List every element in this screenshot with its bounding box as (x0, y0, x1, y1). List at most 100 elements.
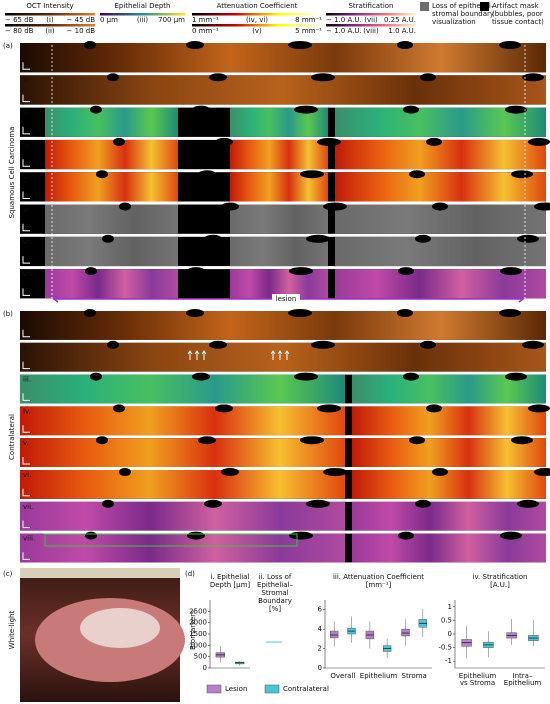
arrow-icon (194, 350, 200, 360)
oct-strip (45, 139, 178, 170)
y-tick-label: 2 (318, 645, 322, 653)
scale-bar (22, 488, 30, 497)
legend-label: Lesion (225, 685, 247, 693)
x-tick-label: Intra– (513, 672, 533, 680)
artifact (311, 340, 335, 349)
colorbar (326, 24, 416, 27)
strip-label: ii. (23, 76, 29, 84)
scale-bar (22, 256, 30, 264)
artifact (534, 202, 550, 211)
mask-swatch (480, 2, 489, 11)
colorbar (100, 13, 185, 16)
panel-label: (b) (3, 310, 13, 318)
artifact (186, 309, 204, 317)
artifact (300, 170, 324, 179)
legend-swatch (206, 684, 222, 694)
chart-title: iii. Attenuation Coefficient (333, 573, 424, 581)
scale-bar (22, 393, 30, 401)
roi (44, 533, 298, 547)
artifact (102, 234, 114, 243)
artifact (420, 340, 436, 349)
artifact (522, 73, 544, 82)
colorbar (192, 24, 322, 27)
arrow-icon (270, 350, 276, 360)
artifact (96, 170, 108, 179)
legend-label: Contralateral (283, 685, 329, 693)
colorbar (5, 13, 95, 16)
scale-bar (22, 159, 30, 167)
oct-strip (45, 172, 178, 202)
legend-swatch (264, 684, 280, 694)
artifact (96, 436, 108, 445)
photo-title: White-light (8, 611, 16, 650)
box (401, 628, 410, 637)
oct-strip (230, 139, 328, 170)
oct-strip (20, 75, 546, 105)
legend-channel: (iii) (137, 16, 149, 24)
strip-label: v. (23, 439, 29, 447)
oct-strip (45, 204, 178, 234)
chart-title: Stromal (261, 589, 288, 597)
artifact (306, 234, 330, 243)
legend-title: OCT Intensity (26, 2, 73, 10)
x-tick-label: Overall (330, 672, 355, 680)
oct-strip (20, 470, 345, 499)
artifact (323, 202, 347, 211)
scale-bar (22, 425, 30, 433)
artifact (107, 73, 119, 82)
legend-min: − 65 dB (5, 16, 34, 24)
y-tick-label: 0 (448, 630, 452, 638)
artifact (409, 170, 425, 179)
artifact (84, 309, 96, 317)
y-tick-label: 1000 (189, 641, 207, 649)
artifact (187, 267, 205, 276)
legend-min: − 80 dB (5, 27, 34, 35)
oct-strip (20, 406, 345, 436)
scale-bar (22, 94, 30, 103)
mask-label: Loss of epithelial– (432, 2, 495, 10)
chart-title: ii. Loss of (259, 573, 292, 581)
artifact (426, 137, 442, 146)
strip-label: i. (23, 312, 27, 320)
artifact (528, 137, 550, 146)
strip-label: iv. (23, 141, 31, 149)
artifact (198, 436, 216, 445)
legend-title: Stratification (348, 2, 393, 10)
artifact (289, 531, 313, 540)
legend-min: − 1.0 A.U. (326, 16, 362, 24)
artifact (426, 404, 442, 413)
artifact (300, 436, 324, 445)
scale-bar (22, 223, 30, 232)
strip-label: ii. (23, 344, 29, 352)
artifact (204, 499, 222, 508)
artifact (192, 105, 210, 114)
scale-bar (22, 62, 30, 70)
chart-title: [mm⁻¹] (366, 581, 392, 589)
oct-strip (45, 269, 178, 299)
chart-title: Epithelial– (257, 581, 293, 589)
scale-bar (22, 457, 30, 465)
y-tick-label: 0.5 (441, 616, 452, 624)
scale-bar (22, 520, 30, 529)
y-tick-label: 500 (194, 653, 207, 661)
oct-strip (352, 470, 546, 499)
photo-lesion (80, 608, 160, 648)
artifact (398, 531, 414, 540)
strip-label: iii. (23, 109, 31, 117)
artifact (323, 468, 347, 476)
oct-strip (20, 374, 345, 404)
strip-label: vii. (23, 238, 33, 246)
artifact (397, 309, 413, 317)
colorbar (192, 13, 322, 16)
y-tick-label: 0 (318, 664, 322, 672)
oct-strip (230, 269, 328, 299)
x-tick-label: Epithelium (360, 672, 398, 680)
artifact (186, 41, 204, 49)
artifact (215, 404, 233, 413)
axis (209, 600, 250, 669)
artifact (403, 372, 419, 381)
chart-title: i. Epithelial (211, 573, 250, 581)
y-tick-label: 4 (318, 625, 323, 633)
colorbar (5, 24, 95, 27)
x-tick-label: vs Stroma (460, 679, 495, 687)
